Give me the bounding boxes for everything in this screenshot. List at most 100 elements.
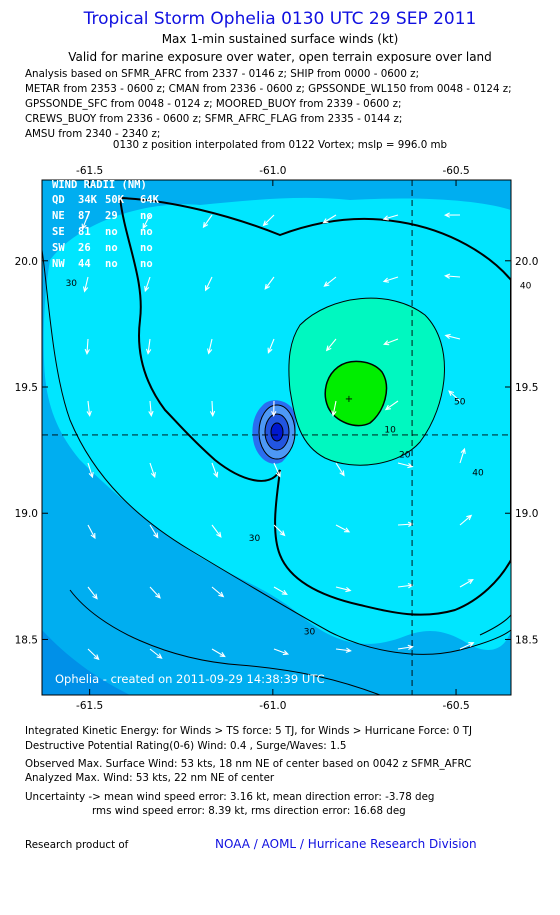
chart-title: Tropical Storm Ophelia 0130 UTC 29 SEP 2… [83, 9, 477, 29]
wind-vector-arrow [322, 214, 337, 224]
source-line: GPSSONDE_SFC from 0048 - 0124 z; MOORED_… [25, 98, 402, 110]
wind-radii-cell: no [140, 226, 153, 238]
source-line: AMSU from 2340 - 2340 z; [25, 128, 161, 140]
y-tick-label-left: 20.0 [15, 256, 38, 268]
y-tick-label-left: 19.5 [15, 382, 38, 394]
wind-vector-arrow [323, 276, 337, 287]
wind-radii-cell: no [105, 242, 118, 254]
contour-50 [324, 360, 388, 427]
source-line: METAR from 2353 - 0600 z; CMAN from 2336… [25, 83, 512, 95]
wind-vector-arrow [382, 276, 399, 283]
wind-radii-cell: SE [52, 226, 65, 238]
y-tick-label-right: 19.5 [515, 382, 538, 394]
x-tick-label-bottom: -61.5 [76, 700, 103, 712]
wind-vector-arrow [273, 462, 281, 478]
wind-vector-arrow [331, 400, 337, 417]
wind-radii-cell: NE [52, 210, 65, 222]
wind-radii-cell: 44 [78, 258, 91, 270]
wind-vector-arrow [202, 214, 213, 229]
wind-vector-arrow [271, 400, 277, 418]
wind-radii-cell: 87 [78, 210, 91, 222]
wind-radii-cell: no [140, 210, 153, 222]
wind-vector-arrow [149, 462, 156, 479]
contour-30-west [42, 249, 511, 655]
wind-vector-arrow [459, 514, 473, 526]
center-crosshair: + [42, 180, 511, 695]
wind-vector-arrow [211, 462, 219, 479]
rms-uncertainty-line: rms wind speed error: 8.39 kt, rms direc… [92, 805, 406, 817]
contour-40-inner [288, 297, 445, 466]
wind-vector-arrow [325, 338, 337, 352]
fill-below-30-corner [42, 630, 130, 695]
wind-radii-cell: no [140, 258, 153, 270]
wind-vector-arrow [444, 273, 461, 279]
wind-radii-header-cell: 50K [105, 194, 125, 206]
wind-vector-arrow [86, 400, 92, 417]
chart-subtitle: Max 1-min sustained surface winds (kt) [161, 32, 399, 46]
wind-vector-arrow [211, 648, 226, 658]
x-tick-label-bottom: -60.5 [442, 700, 469, 712]
wind-vector-arrow [459, 447, 466, 464]
wind-vector-arrow [335, 524, 351, 533]
wind-vector-arrow [207, 338, 213, 355]
wind-radii-cell: no [105, 258, 118, 270]
contour-label: 20 [399, 451, 411, 461]
max-wind-marker: + [345, 394, 353, 405]
x-tick-label-bottom: -61.0 [259, 700, 286, 712]
wind-radii-table: WIND RADII (NM) QD 34K 50K 64K NE 87 29 no SE 81 n… [52, 179, 160, 270]
wind-vectors [81, 212, 475, 661]
contour-label: 50 [454, 398, 466, 408]
wind-vector-arrow [335, 647, 352, 653]
chart-subtitle-exposure: Valid for marine exposure over water, op… [68, 50, 492, 64]
x-tick-label-top: -60.5 [442, 165, 469, 177]
contour-label: 40 [520, 282, 532, 292]
analysis-sources: Analysis based on SFMR_AFRC from 2337 - … [25, 67, 555, 142]
x-tick-label-top: -61.5 [76, 165, 103, 177]
wind-radii-cell: 26 [78, 242, 91, 254]
contour-label: 10 [384, 425, 396, 435]
research-product-label: Research product of [25, 839, 129, 851]
wind-radii-cell: no [105, 226, 118, 238]
wind-vector-arrow [82, 276, 89, 293]
wind-radii-title: WIND RADII (NM) [52, 179, 147, 191]
contour-label: 40 [472, 468, 484, 478]
wind-vector-arrow [87, 586, 98, 600]
wind-vector-arrow [262, 214, 275, 227]
y-tick-label-right: 20.0 [515, 256, 538, 268]
wind-radii-cell: SW [52, 242, 65, 254]
wind-radii-header-cell: 64K [140, 194, 160, 206]
wind-radii-cell: NW [52, 258, 65, 270]
wind-vector-arrow [148, 400, 154, 417]
wind-vector-arrow [205, 276, 213, 292]
wind-vector-arrow [273, 586, 288, 595]
wind-vector-arrow [335, 586, 352, 593]
wind-vector-arrow [87, 524, 96, 540]
created-label: Ophelia - created on 2011-09-29 14:38:39… [55, 672, 325, 686]
ike-line: Integrated Kinetic Energy: for Winds > T… [25, 725, 472, 737]
contour-40-main [118, 196, 511, 616]
noaa-credit: NOAA / AOML / Hurricane Research Divisio… [215, 837, 477, 851]
contour-30-east [479, 614, 511, 636]
wind-radii-cell: 29 [105, 210, 118, 222]
wind-radii-cell: no [140, 242, 153, 254]
contour-label: 30 [66, 279, 78, 289]
analyzed-wind-line: Analyzed Max. Wind: 53 kts, 22 nm NE of … [25, 772, 275, 784]
contour-core [264, 413, 290, 451]
wind-vector-arrow [211, 524, 222, 538]
wind-vector-arrow [397, 521, 414, 527]
contour-label: 30 [304, 627, 316, 637]
contour-labels: 30303030404040502010 [66, 279, 532, 637]
wind-vector-arrow [443, 212, 461, 218]
calm-core [271, 423, 283, 441]
wind-vector-arrow [397, 583, 414, 589]
y-tick-label-right: 19.0 [515, 508, 538, 520]
wind-vector-arrow [273, 524, 286, 537]
wind-vector-arrow [335, 462, 345, 477]
y-tick-label-left: 18.5 [15, 634, 38, 646]
x-tick-label-top: -61.0 [259, 165, 286, 177]
wind-vector-arrow [383, 338, 399, 346]
wind-vector-arrow [444, 333, 461, 340]
wind-vector-arrow [397, 462, 414, 469]
contour-lines [42, 196, 511, 695]
wind-radii-header-cell: QD [52, 194, 65, 206]
